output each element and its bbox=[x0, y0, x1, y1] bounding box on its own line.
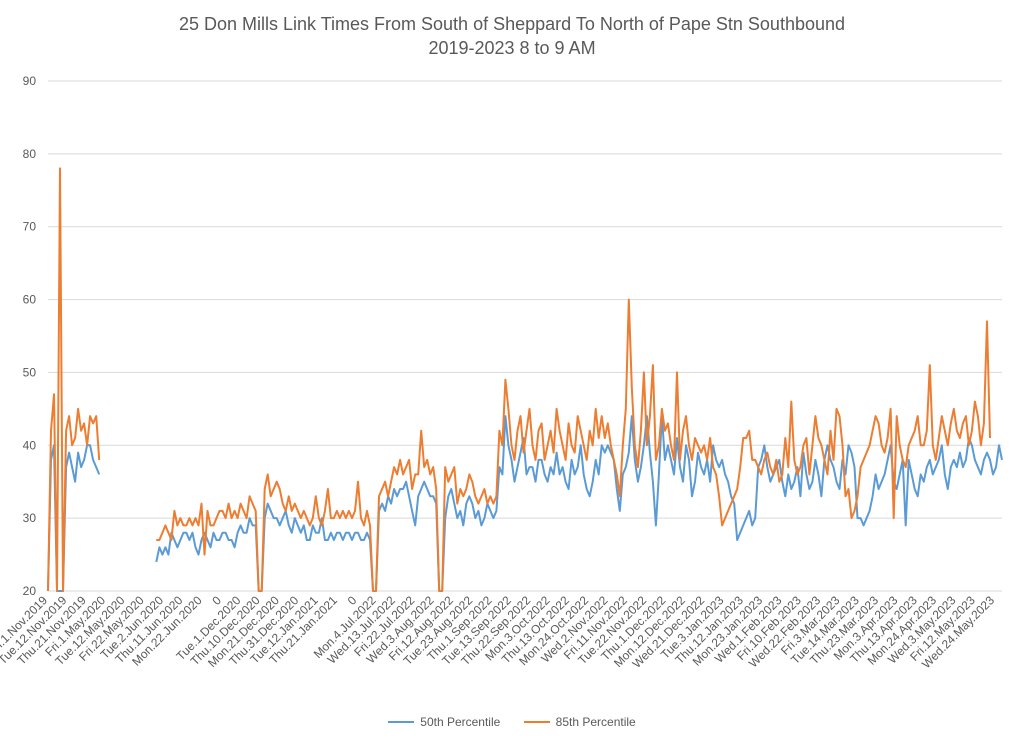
series-line-85th-percentile bbox=[47, 167, 991, 592]
x-tick-labels: Fri.1.Nov.2019Tue.12.Nov.2019Thu.21.Nov.… bbox=[0, 593, 997, 671]
y-tick-label: 60 bbox=[23, 293, 37, 307]
legend-label-50th: 50th Percentile bbox=[420, 715, 501, 729]
grid-lines bbox=[48, 80, 1002, 592]
chart-title: 25 Don Mills Link Times From South of Sh… bbox=[0, 12, 1024, 60]
y-tick-label: 50 bbox=[23, 365, 37, 379]
y-tick-labels: 20 30 40 50 60 70 80 90 bbox=[23, 74, 37, 598]
legend-swatch-85th bbox=[523, 721, 550, 723]
legend-swatch-50th bbox=[388, 721, 415, 723]
legend-item-50th: 50th Percentile bbox=[388, 715, 500, 729]
chart-title-line1: 25 Don Mills Link Times From South of Sh… bbox=[178, 14, 846, 34]
chart-subtitle: 2019-2023 8 to 9 AM bbox=[428, 38, 596, 58]
legend-item-85th: 85th Percentile bbox=[523, 715, 636, 729]
legend: 50th Percentile 85th Percentile bbox=[0, 712, 1024, 729]
y-tick-label: 20 bbox=[23, 584, 37, 598]
y-tick-label: 80 bbox=[23, 147, 37, 161]
y-tick-label: 40 bbox=[23, 438, 37, 452]
legend-label-85th: 85th Percentile bbox=[555, 715, 636, 729]
series-lines bbox=[47, 167, 1003, 592]
y-tick-label: 30 bbox=[23, 511, 37, 525]
y-tick-label: 90 bbox=[23, 74, 37, 88]
y-tick-label: 70 bbox=[23, 220, 37, 234]
